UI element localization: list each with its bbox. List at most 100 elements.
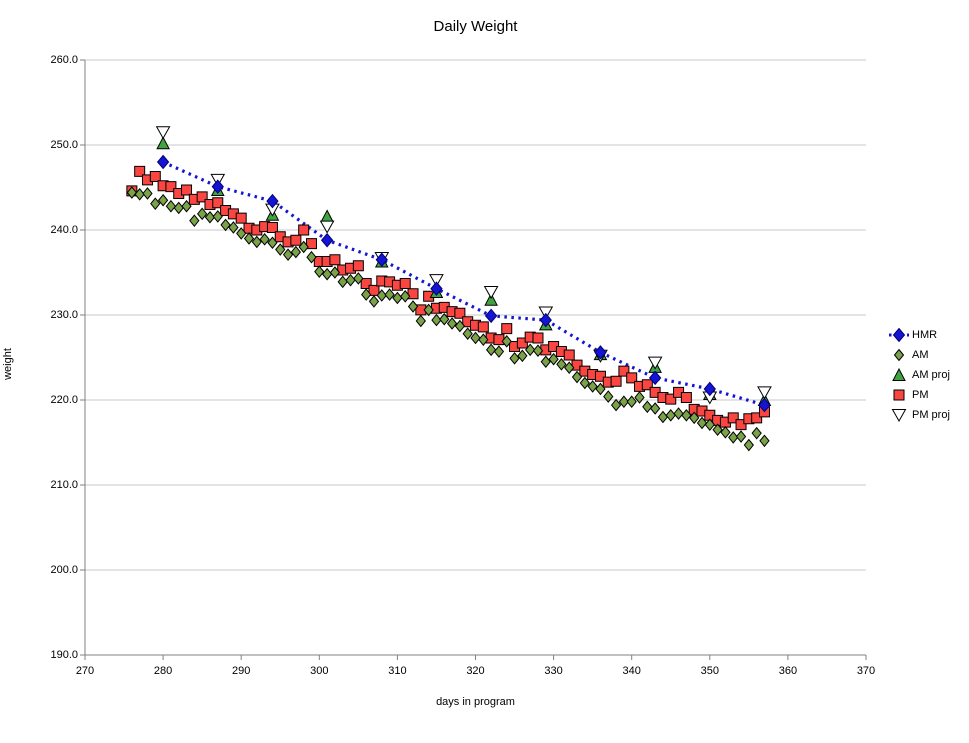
am-marker (759, 434, 770, 448)
am-marker (314, 265, 325, 278)
am-marker (517, 349, 528, 363)
x-tick-label: 300 (310, 665, 329, 677)
am-marker (728, 431, 739, 444)
am-marker (681, 409, 692, 422)
y-tick-label: 260.0 (50, 54, 78, 66)
am-marker (470, 331, 481, 345)
am-marker (439, 312, 450, 326)
am-marker (485, 343, 497, 357)
y-tick-label: 250.0 (50, 139, 78, 151)
pm-marker (399, 278, 411, 290)
legend-label: PM proj (912, 409, 950, 421)
legend-item-am-proj: AM proj (888, 365, 950, 385)
am-marker (126, 186, 138, 199)
hmr-trend-line (162, 160, 765, 407)
am-marker (454, 319, 466, 333)
am-marker (345, 273, 356, 287)
am-marker (361, 288, 372, 301)
pm-proj-marker (483, 286, 499, 300)
pm-marker (423, 290, 435, 302)
square-legend-icon (893, 389, 905, 401)
am-marker (751, 426, 762, 440)
am-marker (462, 327, 473, 340)
legend-label: HMR (912, 329, 938, 341)
am-marker (173, 201, 184, 215)
x-tick-label: 360 (778, 665, 798, 677)
am-proj-marker (320, 209, 334, 223)
hmr-marker (703, 381, 716, 397)
legend-item-hmr: HMR (888, 325, 950, 345)
am-marker (259, 233, 270, 246)
am-marker (275, 243, 286, 256)
x-tick-label: 340 (622, 665, 641, 677)
pm-proj-marker (538, 306, 554, 320)
hmr-marker (266, 193, 279, 209)
y-tick-label: 220.0 (50, 394, 78, 406)
pm-marker (235, 212, 247, 224)
am-marker (298, 240, 309, 254)
am-marker (587, 380, 598, 393)
am-marker (548, 352, 559, 366)
am-proj-marker (156, 136, 170, 150)
am-marker (306, 250, 317, 264)
pm-marker (329, 254, 341, 266)
hmr-marker (758, 397, 771, 413)
legend-item-am: AM (888, 345, 950, 365)
hmr-marker (320, 232, 334, 248)
pm-marker (477, 321, 489, 333)
am-marker (595, 382, 606, 396)
pm-proj-marker (155, 126, 171, 140)
hmr-marker (539, 312, 552, 328)
am-marker (165, 199, 177, 213)
am-marker (579, 376, 590, 390)
pm-marker (493, 334, 505, 346)
am-marker (634, 391, 645, 404)
pm-marker (501, 323, 513, 335)
am-marker (212, 210, 223, 223)
am-marker (571, 370, 583, 384)
am-marker (251, 235, 262, 249)
legend-label: AM (912, 349, 929, 361)
triangle-up-legend-icon (892, 368, 906, 381)
am-marker (743, 438, 754, 452)
am-marker (665, 409, 676, 422)
am-marker (493, 345, 505, 358)
am-marker (603, 390, 614, 403)
pm-marker (563, 349, 575, 361)
legend-item-pm-proj: PM proj (888, 405, 950, 425)
legend-item-pm: PM (888, 385, 950, 405)
am-marker (657, 410, 669, 424)
am-marker (197, 207, 208, 221)
x-tick-label: 280 (153, 665, 173, 677)
am-marker (337, 275, 348, 289)
hmr-marker (430, 281, 443, 296)
hmr-marker (594, 345, 607, 360)
am-marker (181, 199, 192, 213)
am-marker (610, 398, 622, 412)
am-marker (540, 355, 551, 369)
x-tick-label: 370 (856, 665, 876, 677)
am-marker (446, 317, 458, 330)
x-axis-title: days in program (436, 696, 515, 708)
pm-proj-marker (319, 220, 335, 234)
pm-marker (415, 304, 427, 316)
hmr-marker (375, 252, 388, 268)
x-tick-label: 310 (388, 665, 407, 677)
diamond-small-legend-icon (893, 348, 905, 362)
am-marker (720, 426, 731, 439)
am-marker (642, 400, 653, 414)
am-marker (696, 416, 708, 430)
am-marker (556, 358, 567, 371)
am-marker (501, 335, 512, 348)
am-marker (142, 187, 153, 200)
am-marker (157, 193, 169, 207)
am-marker (532, 344, 544, 357)
pm-proj-marker (647, 356, 663, 370)
pm-marker (532, 332, 544, 344)
hmr-marker (648, 370, 662, 386)
am-marker (407, 300, 419, 313)
am-marker (243, 232, 255, 245)
am-marker (290, 245, 302, 259)
y-axis-title: weight (2, 348, 14, 380)
